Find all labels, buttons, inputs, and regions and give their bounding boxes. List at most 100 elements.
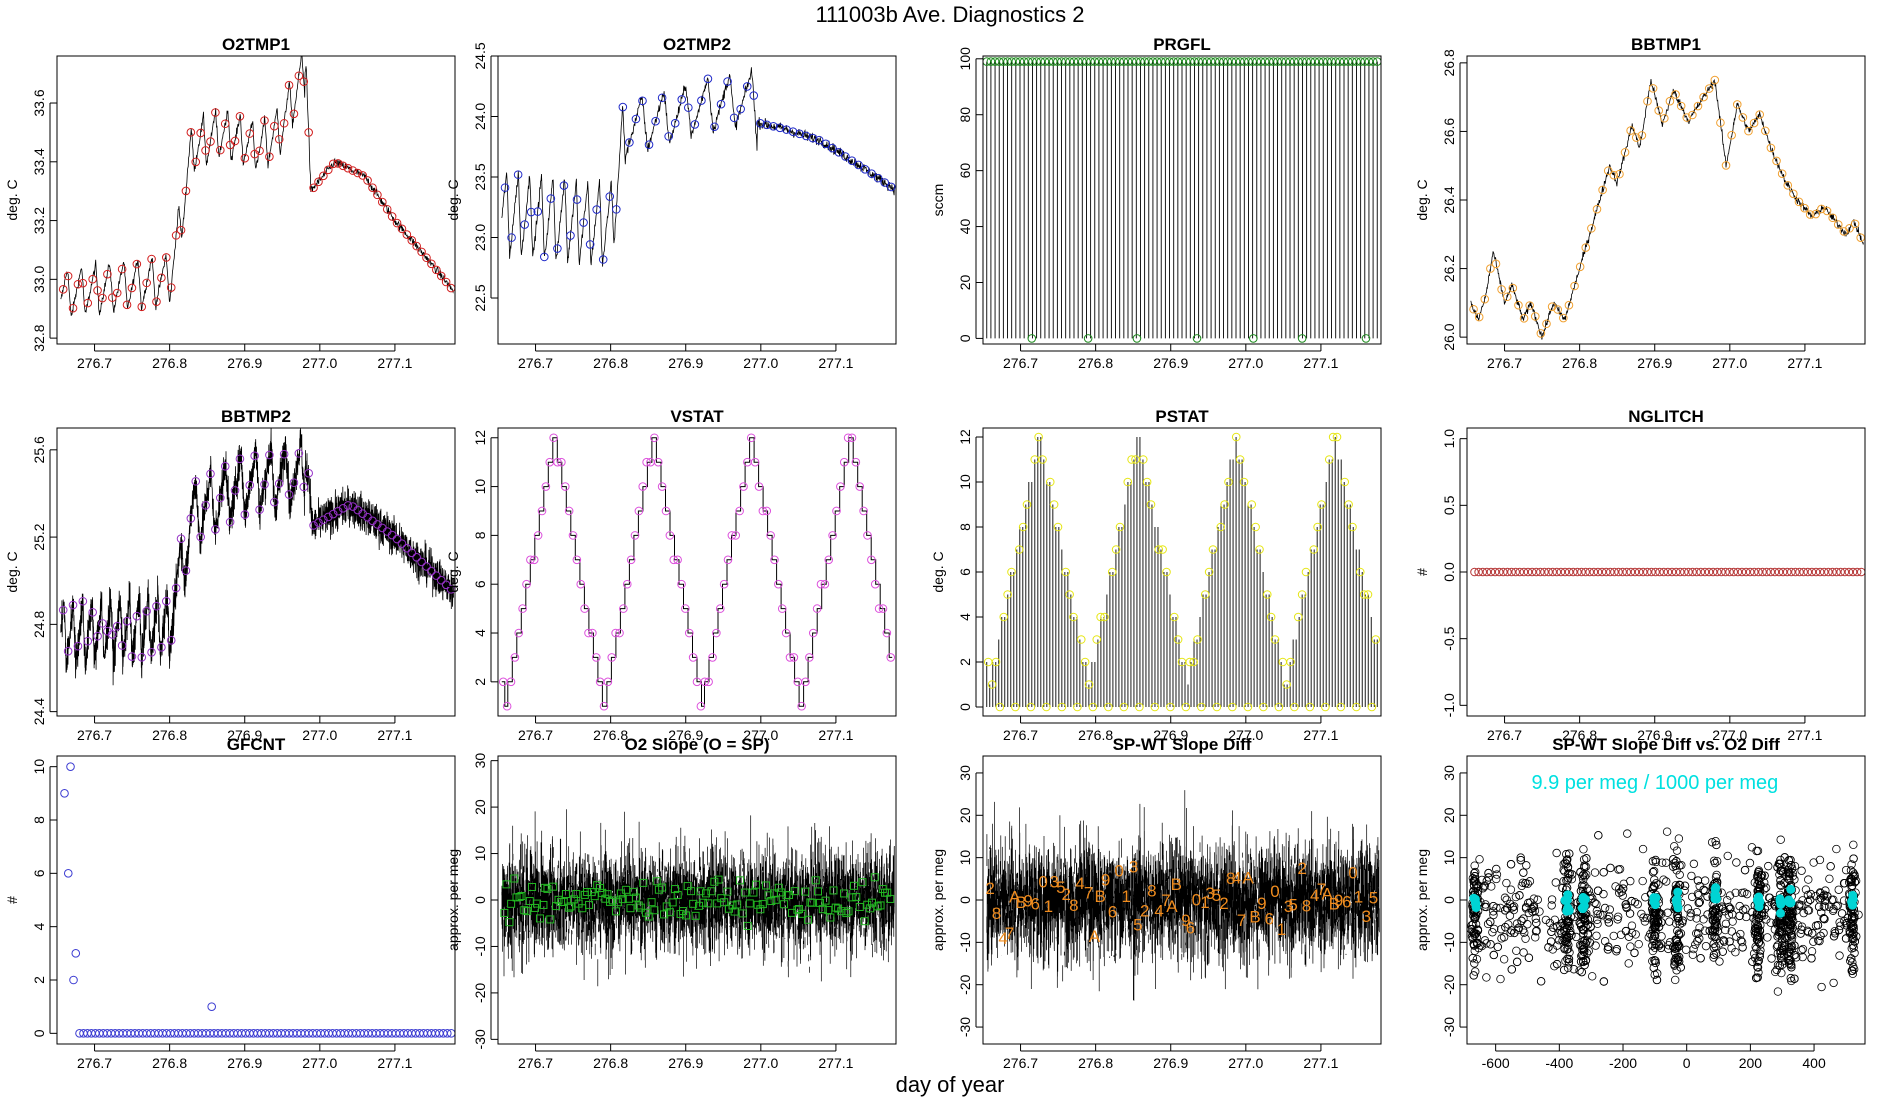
data-point [1786,973,1795,983]
data-point [1716,118,1725,128]
data-point [201,501,210,510]
data-point [1599,868,1608,877]
data-point [1562,856,1571,865]
data-point [1709,953,1718,962]
data-point [1657,932,1666,941]
data-point [510,653,520,662]
data-point [507,233,516,242]
data-point [162,253,171,262]
data-point [1500,893,1510,902]
data-point [1732,932,1741,941]
data-point [1514,300,1523,310]
data-point [1709,943,1719,953]
data-point [1814,936,1823,945]
data-point [1640,917,1650,926]
x-tick-label: 276.9 [668,355,703,371]
data-point [540,883,549,892]
data-point [412,241,421,251]
x-tick-label: 277.1 [377,727,412,743]
data-point [520,220,529,229]
data-point [1815,855,1825,865]
data-point [1519,314,1529,323]
data-point [1590,898,1599,907]
y-tick-label: 0 [1441,896,1457,904]
data-point [566,231,575,240]
data-point [1738,113,1748,122]
data-point [596,883,605,892]
data-point [650,906,659,915]
data-point [1797,946,1806,955]
data-point [1548,945,1558,954]
data-point [1571,932,1581,942]
data-point [1657,909,1666,919]
data-point [1681,945,1691,955]
data-point [1753,962,1762,972]
data-point [1344,500,1353,509]
x-tick-label: 276.7 [77,1055,112,1071]
data-point [1765,893,1775,903]
data-point [1371,635,1381,644]
data-point [644,912,653,921]
data-point [1817,893,1826,903]
data-point [1761,126,1770,136]
data-point [708,653,717,662]
data-point [1204,567,1214,577]
data-point [606,897,615,906]
data-point [1791,567,1800,577]
data-point [1800,203,1809,213]
data-point [625,138,634,147]
data-point [284,80,294,90]
data-point [1580,914,1589,924]
data-point [1676,101,1686,111]
data-label: 6 [1108,903,1117,922]
data-point [1767,954,1776,963]
data-point [1185,657,1195,667]
data-point [867,555,876,565]
series-line [501,67,895,267]
y-tick-label: 10 [472,846,488,862]
data-point [1825,874,1834,884]
x-tick-label: 276.9 [227,1055,262,1071]
data-point [1469,304,1478,314]
data-point [1745,567,1755,577]
y-tick-label: 24.8 [31,611,47,638]
y-tick-label: 6 [957,568,973,576]
data-point [665,531,675,540]
data-point [1852,567,1862,577]
x-tick-label: 277.0 [1712,355,1747,371]
data-point [758,506,768,516]
data-point [814,887,823,896]
data-point [526,207,536,217]
data-point [1483,919,1493,929]
data-point [1173,635,1183,644]
data-point [127,652,137,661]
data-point [1626,126,1635,135]
data-point [235,111,245,121]
data-point [1523,920,1532,929]
data-point [554,895,563,904]
data-point [1496,925,1506,934]
data-point [828,143,837,153]
data-point [117,264,127,274]
data-point [696,701,706,711]
plot-p5: BBTMP2 deg. C 276.7 276.8 276.9 277.0 277.1 24.… [4,407,456,743]
data-point [882,628,892,638]
data-point [78,596,88,606]
y-tick-label: 0 [472,896,488,904]
data-point [769,122,778,131]
data-point [1486,264,1495,273]
data-point [1586,922,1595,931]
data-point [599,701,609,711]
data-point [553,457,562,467]
data-point [1712,567,1722,577]
data-point [1718,947,1727,956]
data-point [775,123,785,133]
data-point [1754,956,1763,966]
x-tick-label: 276.7 [518,1055,553,1071]
data-label: 3 [1362,907,1371,926]
data-point [1766,143,1776,153]
data-point [432,265,441,275]
data-point [700,677,710,687]
data-point [1630,898,1640,907]
